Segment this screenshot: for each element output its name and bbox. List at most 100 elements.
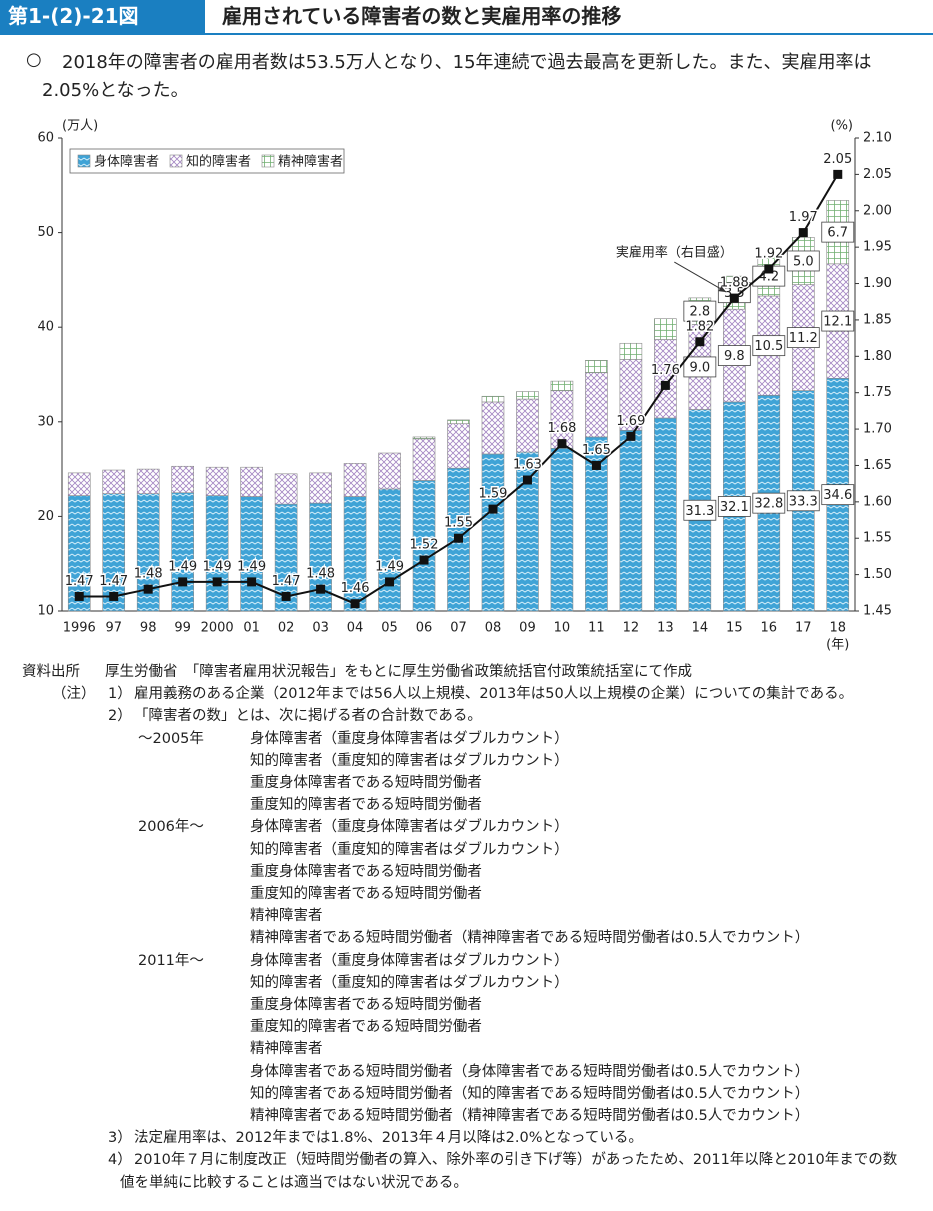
rate-label: 1.47 [65,574,94,589]
value-label-box [683,356,717,378]
x-tick-label: 11 [588,621,605,636]
x-tick-label: 18 [829,621,846,636]
source-text: 厚生労働省 「障害者雇用状況報告」をもとに厚生労働省政策統括官付政策統括室にて作… [105,664,692,680]
rate-label: 1.97 [789,210,818,225]
bar-segment [619,342,643,360]
legend: 身体障害者 知的障害者 精神障害者 [69,148,345,174]
y2-tick-label: 2.10 [863,131,892,146]
y-tick-label: 60 [37,131,54,146]
rate-marker [454,533,463,543]
note-line: 重度身体障害者である短時間労働者 [250,997,482,1013]
x-tick-label: 06 [416,621,433,636]
value-label-box [752,335,786,357]
rate-label: 1.48 [306,567,335,582]
note-text: 法定雇用率は、2012年までは1.8%、2013年４月以降は2.0%となっている… [134,1130,643,1147]
bar-segment [412,436,436,440]
y2-unit: (%) [831,119,854,134]
x-tick-label: 03 [312,621,329,636]
x-tick-label: 05 [381,621,398,636]
y2-tick-label: 1.55 [863,531,892,546]
rate-label: 1.48 [134,567,163,582]
y2-tick-label: 1.95 [863,240,892,255]
y2-tick-label: 1.75 [863,385,892,400]
value-label-box [786,250,820,272]
y-tick-label: 10 [37,604,54,619]
bar-segment [447,419,470,424]
bar-segment [481,395,505,403]
rate-marker [350,599,360,609]
note-line: 知的障害者（重度知的障害者はダブルカウント） [250,974,569,991]
bar-segment [619,430,643,612]
note-number: 3） [108,1130,132,1147]
rate-marker [109,591,119,601]
figure-number: 第1-(2)-21図 [0,0,205,33]
rate-label: 1.69 [616,414,645,429]
rate-marker [316,584,326,594]
bar-segment [309,502,332,612]
x-tick-label: 13 [657,621,674,636]
x-tick-label: 16 [761,621,778,636]
bar-segment [240,466,263,497]
x-tick-label: 12 [623,621,640,636]
y2-tick-label: 1.85 [863,312,892,327]
value-label: 32.1 [720,500,749,515]
value-label: 6.7 [827,226,848,241]
rate-label: 1.49 [203,559,232,574]
legend-swatch [261,154,275,168]
rate-label: 1.49 [168,559,197,574]
note-text: 雇用義務のある企業（2012年までは56人以上規模、2013年は50人以上規模の… [134,686,854,703]
x-unit: (年) [826,638,849,653]
y2-tick-label: 2.05 [863,167,892,182]
x-tick-label: 09 [519,621,536,636]
note-line: 重度知的障害者である短時間労働者 [250,797,482,814]
note-line: 身体障害者（重度身体障害者はダブルカウント） [250,952,569,969]
note-number: 1） [108,686,132,703]
rate-marker [143,584,153,594]
y-tick-label: 40 [37,320,54,335]
bar-segment [274,473,298,505]
value-label: 31.3 [685,504,714,519]
y2-tick-label: 1.70 [863,422,892,437]
rate-marker [729,293,739,303]
rate-marker [488,504,498,514]
note-line: 重度身体障害者である短時間労働者 [250,863,482,880]
value-label-box [683,300,717,322]
rate-label: 1.47 [272,574,301,589]
rate-marker [212,577,222,587]
bar-segment [171,465,194,494]
x-tick-label: 14 [692,621,709,636]
legend-label: 身体障害者 [94,154,159,170]
y2-tick-label: 1.60 [863,494,892,509]
x-tick-label: 04 [347,621,364,636]
note-period: 2006年～ [138,819,204,836]
bar-segment [516,398,539,453]
bar-segment [585,372,608,438]
value-label: 32.8 [754,497,783,512]
note-line: 精神障害者である短時間労働者（精神障害者である短時間労働者は0.5人でカウント） [250,930,810,947]
rate-label: 1.63 [513,458,542,473]
x-tick-label: 02 [278,621,295,636]
y2-tick-label: 1.65 [863,458,892,473]
rate-marker [798,228,808,238]
bar-segment [550,380,574,391]
rate-label: 1.92 [754,246,783,261]
note-number: 4） [108,1152,132,1169]
rate-marker [557,439,567,449]
value-label: 10.5 [754,339,783,354]
bar-segment [654,318,677,340]
legend-label: 精神障害者 [278,154,343,170]
x-tick-label: 1996 [63,621,96,636]
bar-segment [378,452,401,490]
note-line: 精神障害者である短時間労働者（精神障害者である短時間労働者は0.5人でカウント） [250,1108,810,1124]
summary-bullet: ○ [26,49,42,70]
bar-segment [240,496,263,612]
rate-label: 1.65 [582,443,611,458]
rate-label: 1.76 [651,363,680,378]
rate-marker [385,577,395,587]
x-tick-label: 99 [174,621,191,636]
bar-segment [205,466,229,496]
note-text: 「障害者の数」とは、次に掲げる者の合計数である。 [134,708,482,725]
legend-swatch [169,154,183,168]
rate-label: 1.68 [547,421,576,436]
